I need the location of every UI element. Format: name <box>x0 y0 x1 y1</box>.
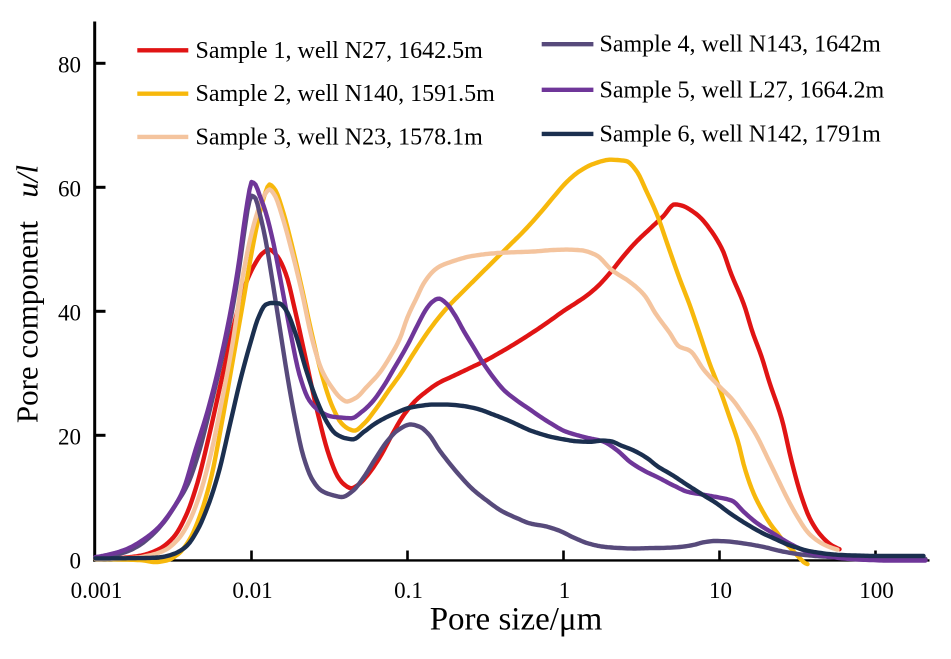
svg-text:Sample 6, well N142, 1791m: Sample 6, well N142, 1791m <box>600 121 882 147</box>
svg-text:100: 100 <box>859 578 894 603</box>
svg-text:60: 60 <box>58 177 81 202</box>
svg-text:Pore size/μm: Pore size/μm <box>430 602 603 638</box>
svg-text:0.1: 0.1 <box>394 578 423 603</box>
svg-text:Pore component u/l: Pore component u/l <box>10 165 45 423</box>
svg-text:Sample 2, well N140, 1591.5m: Sample 2, well N140, 1591.5m <box>196 81 496 107</box>
svg-text:0.01: 0.01 <box>232 578 272 603</box>
svg-text:40: 40 <box>58 301 81 326</box>
svg-text:20: 20 <box>58 425 81 450</box>
svg-text:Sample 4, well N143, 1642m: Sample 4, well N143, 1642m <box>600 32 882 58</box>
svg-text:0.001: 0.001 <box>71 578 123 603</box>
svg-text:Sample 3, well N23, 1578.1m: Sample 3, well N23, 1578.1m <box>196 124 484 150</box>
svg-text:Sample 5, well L27, 1664.2m: Sample 5, well L27, 1664.2m <box>600 77 885 103</box>
svg-text:80: 80 <box>58 53 81 78</box>
svg-text:1: 1 <box>559 578 571 603</box>
svg-text:0: 0 <box>70 548 82 573</box>
svg-text:10: 10 <box>709 578 732 603</box>
svg-text:Sample 1, well N27, 1642.5m: Sample 1, well N27, 1642.5m <box>196 38 484 64</box>
